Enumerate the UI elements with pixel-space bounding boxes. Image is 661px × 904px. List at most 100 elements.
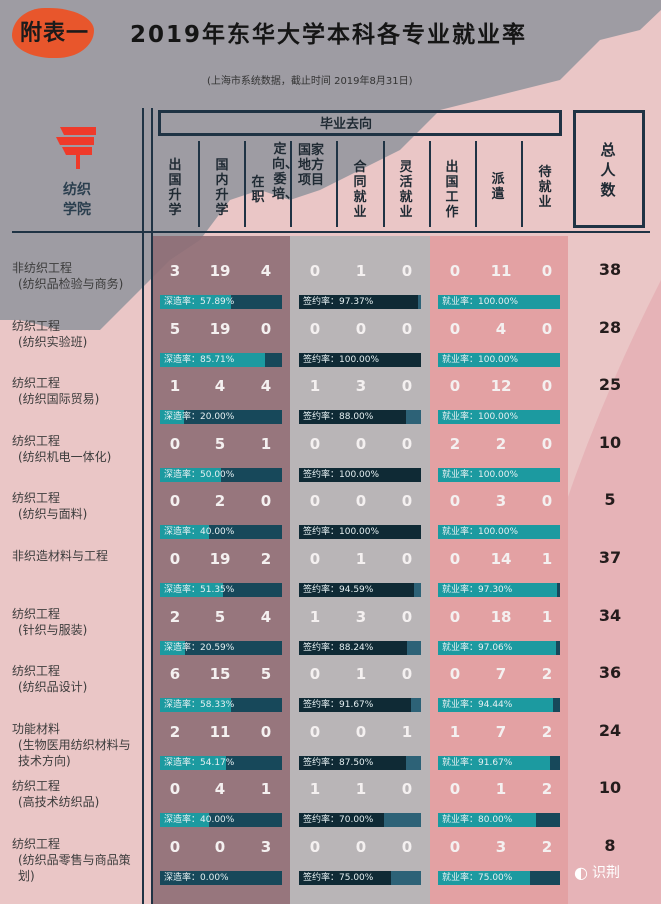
employment-rate-bar: 就业率：97.30% — [438, 583, 560, 597]
total-count: 8 — [604, 836, 616, 855]
major-subtitle: (生物医用纺织材料与技术方向) — [18, 737, 131, 768]
major-subtitle: (纺织品零售与商品策划) — [18, 853, 131, 883]
bar-label: 签约率：100.00% — [303, 469, 380, 480]
cell-value: 0 — [541, 377, 553, 396]
cell-value: 2 — [214, 492, 226, 511]
cell-value: 1 — [355, 262, 367, 280]
cell-value: 1 — [169, 377, 181, 396]
bar-label: 签约率：70.00% — [303, 815, 374, 826]
group-box — [158, 110, 562, 136]
table-row: 纺织工程 (纺织品零售与商品策划) 0 0 3 0 0 0 0 3 2 深造率：0.00% 签约率：75… — [0, 834, 661, 891]
bar-label: 就业率：97.06% — [442, 642, 513, 653]
bar-label: 签约率：75.00% — [303, 873, 374, 883]
study-rate-bar: 深造率：57.89% — [160, 295, 282, 309]
bar-fill — [160, 583, 223, 597]
cell-value: 5 — [169, 319, 181, 338]
col-sep — [336, 141, 338, 227]
bar-label: 签约率：94.59% — [303, 585, 374, 595]
col-head-in-service: 在职 — [251, 175, 265, 205]
bar-fill — [438, 698, 554, 713]
cell-value: 0 — [309, 319, 321, 338]
bar-fill — [299, 871, 391, 885]
cell-value: 0 — [309, 838, 321, 856]
col-head-contract: 合同就业 — [353, 160, 367, 220]
major-subtitle: (纺织与面料) — [18, 507, 88, 522]
cell-value: 0 — [401, 434, 413, 453]
employment-rate-bar: 就业率：94.44% — [438, 698, 560, 713]
major-name: 纺织工程 (纺织品设计) — [12, 663, 142, 695]
cell-value: 0 — [169, 434, 181, 453]
sign-rate-bar: 签约率：88.24% — [299, 640, 421, 655]
cell-value: 0 — [541, 262, 553, 280]
bar-fill — [160, 698, 232, 713]
col-head-domestic-study: 国内升学 — [215, 158, 229, 218]
band-employment — [430, 236, 568, 904]
bar-label: 深造率：20.00% — [164, 412, 235, 423]
cell-value: 0 — [401, 838, 413, 856]
bar-fill — [160, 295, 231, 309]
total-box — [573, 110, 645, 228]
bar-fill — [438, 410, 560, 425]
cell-value: 3 — [495, 838, 507, 856]
bar-fill — [160, 525, 209, 540]
sign-rate-bar: 签约率：75.00% — [299, 871, 421, 885]
cell-value: 0 — [541, 434, 553, 453]
bar-label: 签约率：100.00% — [303, 527, 380, 538]
cell-value: 4 — [214, 780, 226, 799]
table-row: 非织造材料与工程 0 19 2 0 1 0 0 14 1 深造率：51.35% 签约率：94.59% 就… — [0, 546, 661, 603]
cell-value: 0 — [309, 550, 321, 568]
col-head-abroad-study: 出国升学 — [168, 158, 182, 218]
cell-value: 4 — [260, 262, 272, 280]
divider — [151, 108, 153, 904]
cell-value: 0 — [169, 550, 181, 568]
major-title: 非织造材料与工程 — [12, 549, 109, 563]
cell-value: 0 — [169, 838, 181, 856]
badge-label: 附表一 — [20, 21, 90, 46]
bar-fill — [438, 640, 557, 655]
table-row: 纺织工程 (纺织与面料) 0 2 0 0 0 0 0 3 0 深造率：40.00% 签约率：100.00… — [0, 488, 661, 545]
table-row: 纺织工程 (高技术纺织品) 0 4 1 1 1 0 0 1 2 深造率：40.00% 签约率：70.00… — [0, 776, 661, 833]
major-title: 纺织工程 — [12, 491, 61, 506]
cell-value: 4 — [495, 319, 507, 338]
col-head-pending: 待就业 — [538, 165, 552, 210]
employment-rate-bar: 就业率：75.00% — [438, 871, 560, 885]
table-row: 功能材料 (生物医用纺织材料与技术方向) 2 11 0 0 0 1 1 7 2 深造率：54.17% 签… — [0, 719, 661, 776]
sign-rate-bar: 签约率：100.00% — [299, 352, 421, 367]
major-name: 功能材料 (生物医用纺织材料与技术方向) — [12, 721, 142, 769]
cell-value: 15 — [209, 665, 231, 684]
sign-rate-bar: 签约率：70.00% — [299, 813, 421, 828]
cell-value: 0 — [401, 550, 413, 568]
cell-value: 11 — [490, 262, 512, 280]
bar-fill — [160, 410, 185, 425]
cell-value: 4 — [260, 607, 272, 626]
bar-label: 深造率：58.33% — [164, 700, 235, 711]
cell-value: 0 — [449, 838, 461, 856]
cell-value: 0 — [541, 319, 553, 338]
page-title: 2019年东华大学本科各专业就业率 — [130, 22, 528, 48]
bar-label: 深造率：50.00% — [164, 469, 235, 480]
col-sep — [521, 141, 523, 227]
bar-label: 深造率：85.71% — [164, 354, 235, 365]
bar-fill — [438, 755, 550, 770]
major-name: 非纺织工程 (纺织品检验与商务) — [12, 260, 142, 292]
major-subtitle: (高技术纺织品) — [18, 795, 100, 810]
cell-value: 0 — [401, 319, 413, 338]
cell-value: 0 — [355, 319, 367, 338]
major-subtitle: (针织与服装) — [18, 622, 88, 637]
major-subtitle: (纺织品设计) — [18, 680, 88, 695]
bar-label: 深造率：0.00% — [164, 873, 229, 883]
cell-value: 1 — [449, 722, 461, 741]
cell-value: 2 — [169, 722, 181, 741]
cell-value: 2 — [169, 607, 181, 626]
major-subtitle: (纺织品检验与商务) — [18, 277, 124, 291]
major-title: 纺织工程 — [12, 376, 61, 391]
header-divider — [12, 231, 650, 233]
bar-label: 就业率：100.00% — [442, 354, 519, 365]
col-sep — [383, 141, 385, 227]
major-title: 纺织工程 — [12, 779, 61, 794]
cell-value: 1 — [260, 780, 272, 799]
cell-value: 3 — [355, 607, 367, 626]
bar-fill — [299, 352, 421, 367]
bar-fill — [160, 640, 186, 655]
cell-value: 0 — [309, 434, 321, 453]
